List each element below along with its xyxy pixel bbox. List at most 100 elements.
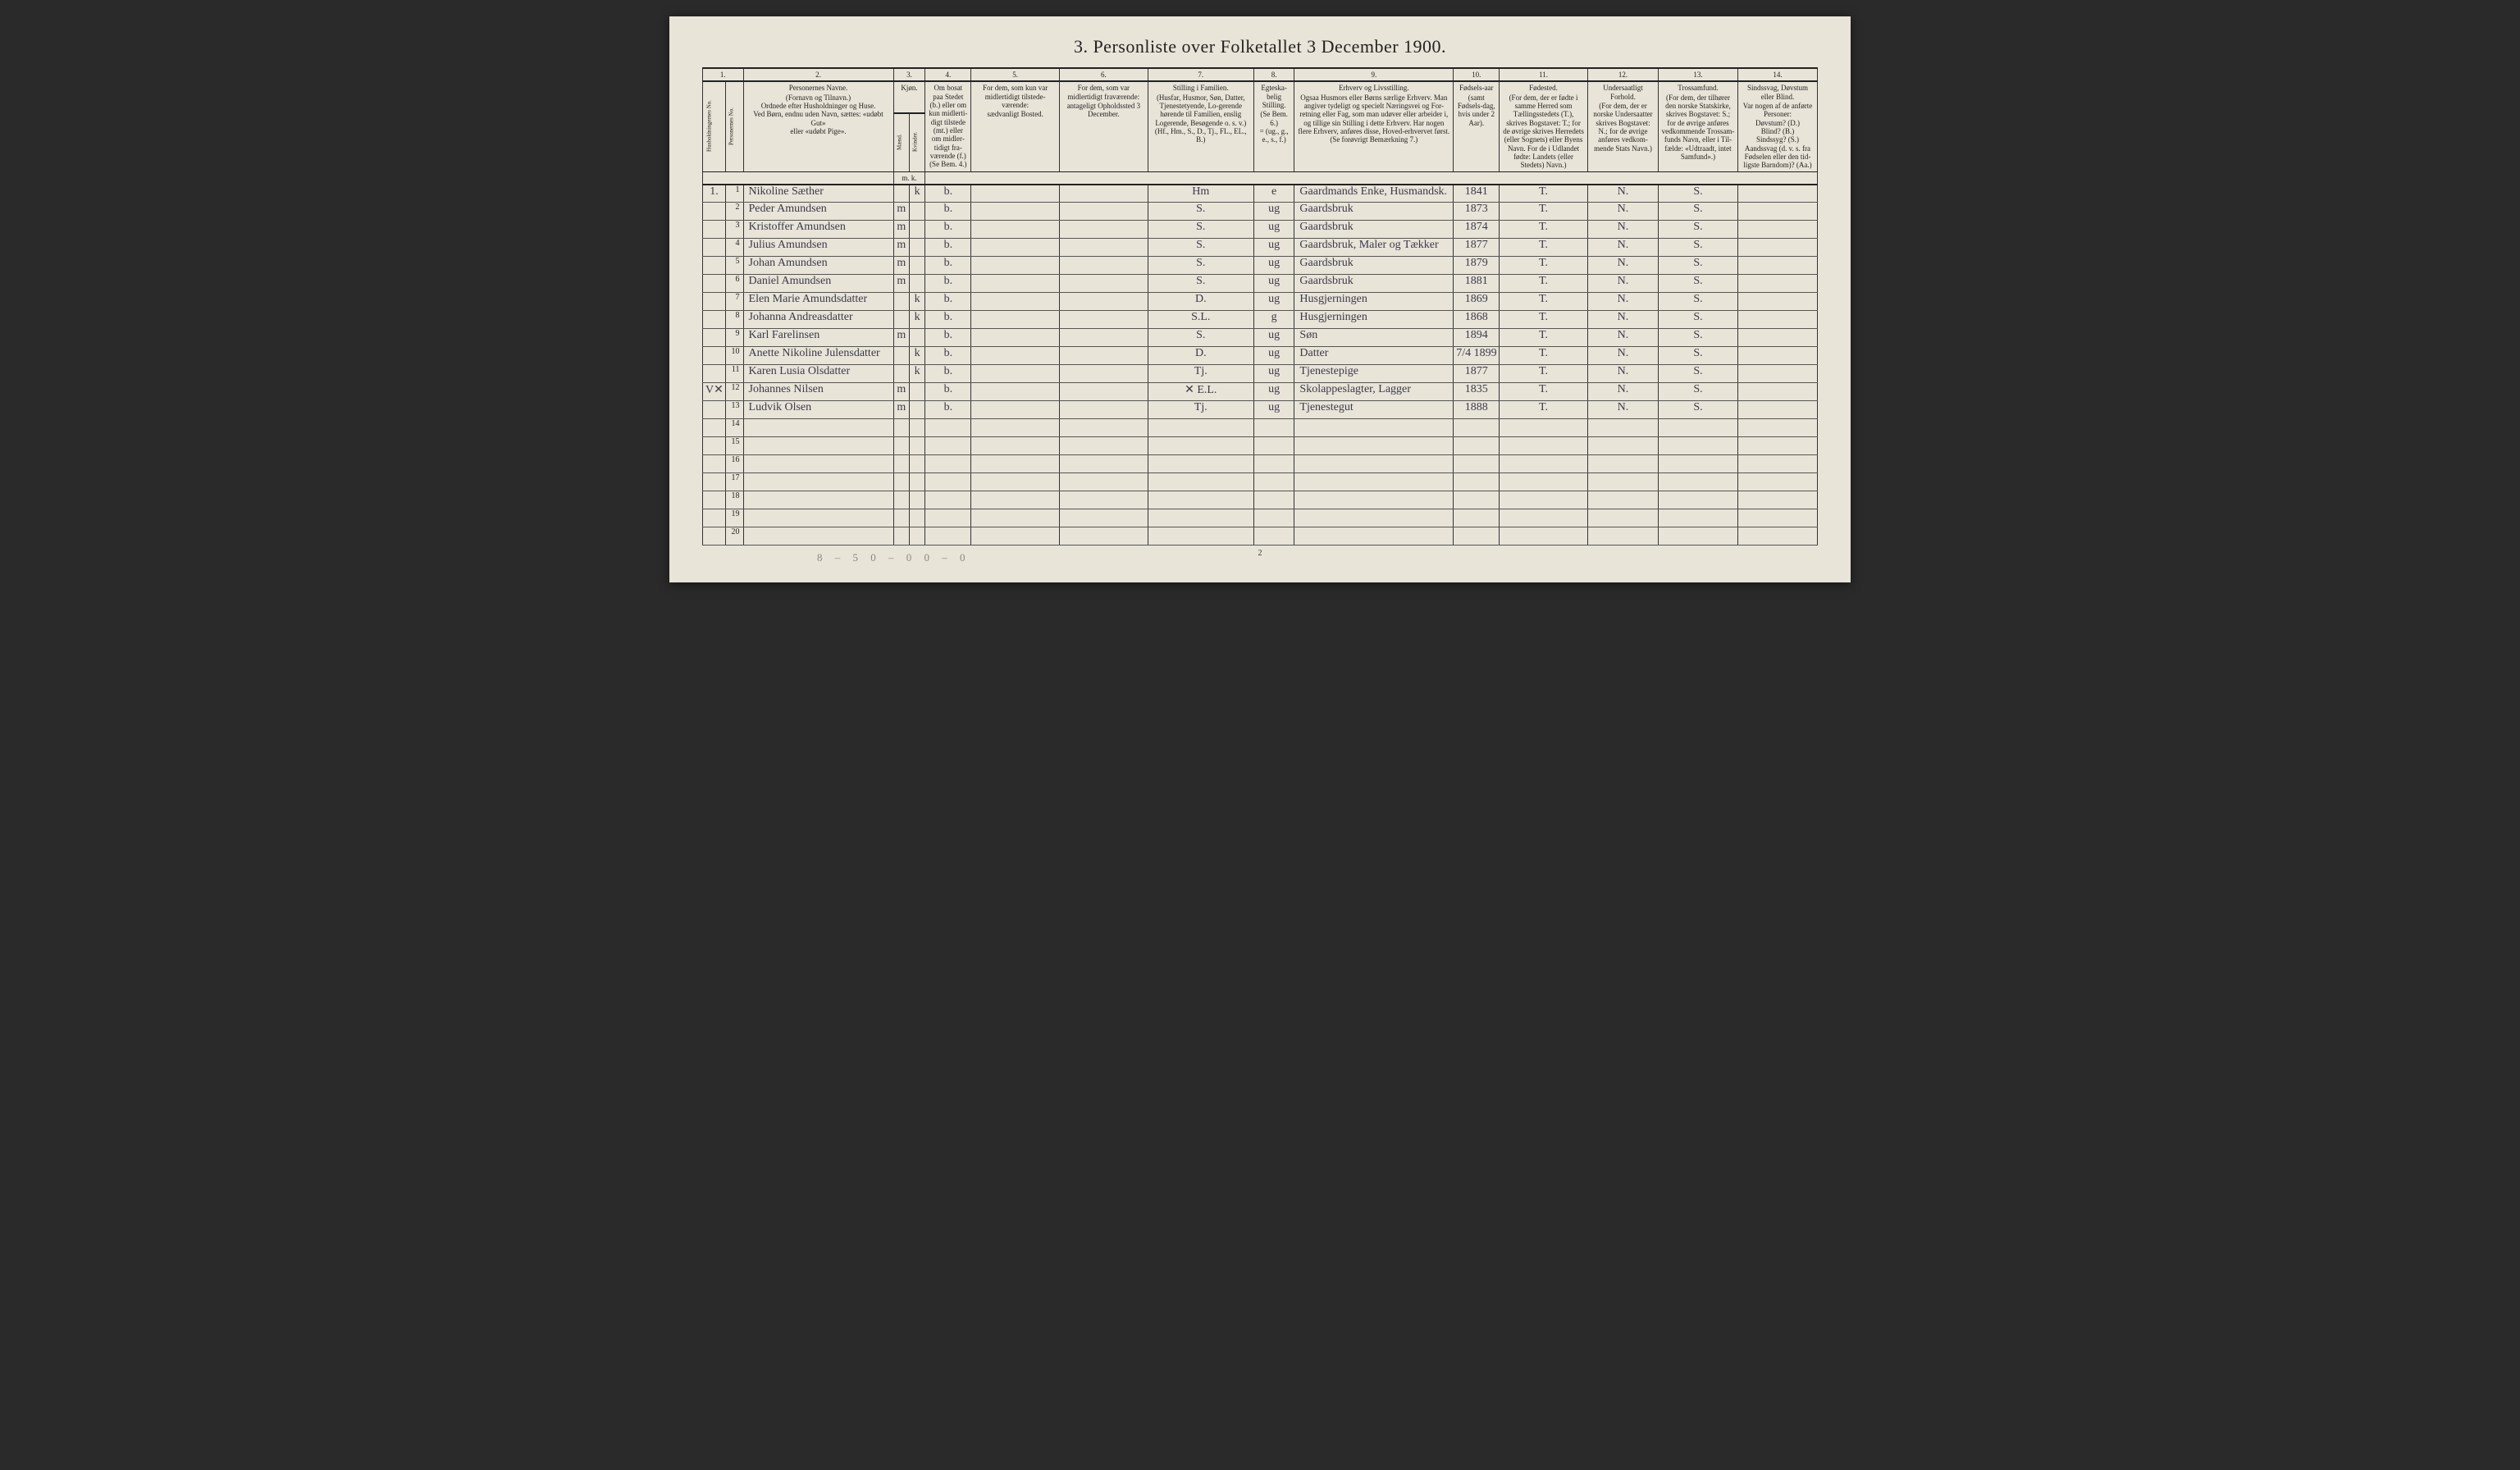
cell <box>743 509 893 527</box>
cell: ug <box>1253 221 1294 239</box>
cell <box>1148 419 1253 437</box>
cell: Husgjerningen <box>1294 293 1454 311</box>
cell <box>1737 509 1817 527</box>
cell <box>1148 509 1253 527</box>
cell <box>909 257 924 275</box>
cell: Gaardsbruk <box>1294 221 1454 239</box>
cell: S. <box>1148 275 1253 293</box>
cell <box>703 365 726 383</box>
table-row: 1.1Nikoline Sætherkb.HmeGaardmands Enke,… <box>703 185 1818 203</box>
table-row: 20 <box>703 527 1818 546</box>
cell <box>971 401 1060 419</box>
colnum: 8. <box>1253 68 1294 81</box>
cell: Gaardsbruk <box>1294 275 1454 293</box>
table-row: 4Julius Amundsenmb.S.ugGaardsbruk, Maler… <box>703 239 1818 257</box>
cell <box>971 275 1060 293</box>
cell <box>1294 455 1454 473</box>
colnum: 3. <box>893 68 925 81</box>
cell <box>971 365 1060 383</box>
cell: ug <box>1253 383 1294 401</box>
cell: 1894 <box>1454 329 1500 347</box>
cell <box>1587 527 1658 546</box>
cell <box>971 455 1060 473</box>
cell: ✕ E.L. <box>1148 383 1253 401</box>
cell <box>1059 329 1148 347</box>
cell: k <box>909 311 924 329</box>
cell <box>703 509 726 527</box>
table-row: 11Karen Lusia Olsdatterkb.Tj.ugTjenestep… <box>703 365 1818 383</box>
table-row: 6Daniel Amundsenmb.S.ugGaardsbruk1881T.N… <box>703 275 1818 293</box>
cell <box>971 239 1060 257</box>
cell <box>1059 473 1148 491</box>
cell <box>1059 275 1148 293</box>
colnum: 6. <box>1059 68 1148 81</box>
cell: 11 <box>725 365 743 383</box>
cell: N. <box>1587 239 1658 257</box>
header-birthplace: Fødested. (For dem, der er fødte i samme… <box>1500 81 1588 171</box>
cell <box>893 437 909 455</box>
header-family-pos: Stilling i Familien. (Husfar, Husmor, Sø… <box>1148 81 1253 171</box>
cell <box>971 419 1060 437</box>
cell: 1868 <box>1454 311 1500 329</box>
cell <box>703 419 726 437</box>
cell: S. <box>1148 221 1253 239</box>
cell <box>1587 455 1658 473</box>
cell <box>703 491 726 509</box>
colnum: 9. <box>1294 68 1454 81</box>
mk-label: m. k. <box>893 171 925 185</box>
header-sex-k: Kvinder. <box>909 113 924 171</box>
table-row: 9Karl Farelinsenmb.S.ugSøn1894T.N.S. <box>703 329 1818 347</box>
cell <box>743 473 893 491</box>
cell: S. <box>1659 221 1738 239</box>
cell <box>1500 491 1588 509</box>
cell <box>893 365 909 383</box>
cell: S. <box>1659 203 1738 221</box>
cell <box>1737 275 1817 293</box>
cell <box>1737 185 1817 203</box>
cell <box>1253 473 1294 491</box>
cell <box>1737 221 1817 239</box>
cell: N. <box>1587 365 1658 383</box>
table-header: 1. 2. 3. 4. 5. 6. 7. 8. 9. 10. 11. 12. 1… <box>703 68 1818 185</box>
cell <box>971 509 1060 527</box>
cell: 20 <box>725 527 743 546</box>
cell: 1877 <box>1454 365 1500 383</box>
cell <box>971 383 1060 401</box>
cell <box>1253 491 1294 509</box>
cell <box>1059 437 1148 455</box>
cell: S. <box>1659 293 1738 311</box>
cell: ug <box>1253 275 1294 293</box>
cell <box>893 455 909 473</box>
cell: V✕ <box>703 383 726 401</box>
cell <box>1253 437 1294 455</box>
cell <box>909 401 924 419</box>
cell: 7/4 1899 <box>1454 347 1500 365</box>
cell <box>909 455 924 473</box>
cell <box>1059 509 1148 527</box>
cell: 1879 <box>1454 257 1500 275</box>
cell: Peder Amundsen <box>743 203 893 221</box>
cell: T. <box>1500 293 1588 311</box>
cell <box>1148 437 1253 455</box>
cell <box>971 311 1060 329</box>
cell <box>893 419 909 437</box>
cell: S. <box>1148 257 1253 275</box>
cell <box>703 311 726 329</box>
cell <box>1454 527 1500 546</box>
cell: S. <box>1659 365 1738 383</box>
cell <box>1659 527 1738 546</box>
cell: N. <box>1587 275 1658 293</box>
cell: 6 <box>725 275 743 293</box>
table-row: 2Peder Amundsenmb.S.ugGaardsbruk1873T.N.… <box>703 203 1818 221</box>
cell <box>909 473 924 491</box>
colnum: 1. <box>703 68 744 81</box>
cell: Nikoline Sæther <box>743 185 893 203</box>
header-person-no: Personernes No. <box>725 81 743 171</box>
cell: Gaardsbruk <box>1294 203 1454 221</box>
cell <box>925 455 971 473</box>
colnum: 11. <box>1500 68 1588 81</box>
cell: Tjenestepige <box>1294 365 1454 383</box>
cell: g <box>1253 311 1294 329</box>
cell: b. <box>925 311 971 329</box>
cell: S. <box>1148 329 1253 347</box>
